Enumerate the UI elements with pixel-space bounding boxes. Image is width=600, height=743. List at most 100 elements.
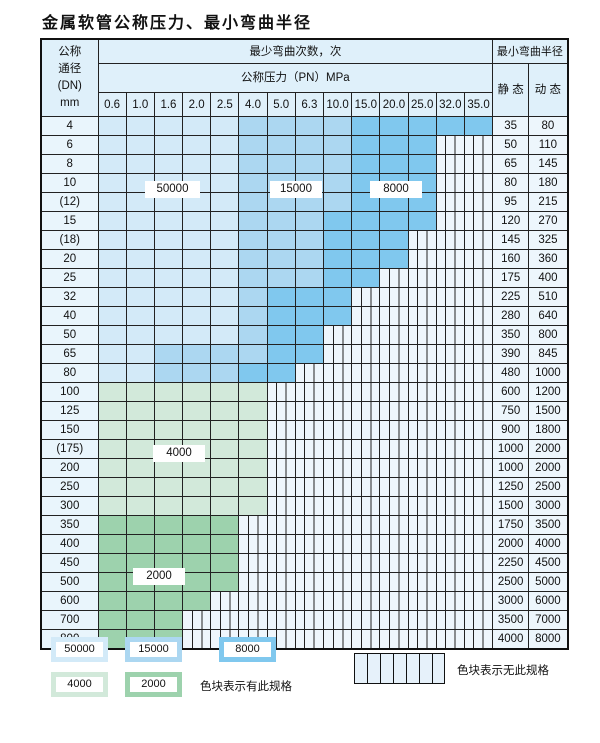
table-row: 400 2000 4000: [40, 534, 569, 554]
static-radius-cell: 750: [492, 401, 530, 421]
spec-cell-g1: [238, 382, 268, 402]
static-radius-cell: 65: [492, 154, 530, 174]
legend-swatch-15000: 15000: [125, 637, 182, 662]
spec-cell-t1: [97, 154, 127, 174]
dynamic-radius-cell: 1800: [528, 420, 569, 440]
no-spec-cell: [379, 477, 409, 497]
no-spec-cell: [379, 306, 409, 326]
table-row: 150 900 1800: [40, 420, 569, 440]
spec-cell-g1: [210, 496, 240, 516]
no-spec-cell: [294, 382, 325, 402]
spec-cell-t2: [153, 363, 184, 383]
pressure-column-header: 4.0: [238, 92, 268, 117]
no-spec-cell: [435, 268, 465, 288]
table-row: (12) 95 215: [40, 192, 569, 212]
pressure-column-header: 35.0: [463, 92, 494, 117]
spec-cell-t3: [379, 211, 409, 231]
spec-cell-t1: [97, 173, 127, 193]
no-spec-cell: [407, 496, 437, 516]
dynamic-radius-cell: 2500: [528, 477, 569, 497]
no-spec-cell: [351, 344, 381, 364]
static-radius-cell: 2500: [492, 572, 530, 592]
no-spec-cell: [266, 401, 296, 421]
dynamic-radius-cell: 8000: [528, 629, 569, 650]
spec-cell-t1: [210, 211, 240, 231]
spec-cell-g1: [210, 420, 240, 440]
no-spec-cell: [351, 553, 381, 573]
no-spec-cell: [463, 420, 494, 440]
spec-cell-g2: [125, 515, 155, 535]
no-spec-cell: [182, 610, 212, 630]
dynamic-radius-cell: 4500: [528, 553, 569, 573]
dn-cell: 8: [40, 154, 99, 174]
no-spec-cell: [463, 572, 494, 592]
legend-swatch-8000: 8000: [219, 637, 276, 662]
no-spec-cell: [463, 591, 494, 611]
no-spec-cell: [322, 610, 353, 630]
spec-cell-t2: [322, 173, 353, 193]
no-spec-cell: [463, 610, 494, 630]
spec-cell-t1: [97, 363, 127, 383]
spec-cell-t3: [379, 116, 409, 136]
spec-cell-g1: [182, 401, 212, 421]
spec-cell-t1: [210, 173, 240, 193]
spec-cell-t1: [210, 306, 240, 326]
spec-cell-t2: [238, 192, 268, 212]
spec-cell-t2: [153, 344, 184, 364]
no-spec-cell: [238, 591, 268, 611]
tier-label-8000: 8000: [370, 181, 422, 198]
no-spec-cell: [435, 401, 465, 421]
no-spec-cell: [379, 610, 409, 630]
no-spec-cell: [379, 382, 409, 402]
no-spec-cell: [435, 173, 465, 193]
table-row: 80 480 1000: [40, 363, 569, 383]
static-radius-cell: 1000: [492, 439, 530, 459]
no-spec-cell: [351, 420, 381, 440]
dn-cell: 450: [40, 553, 99, 573]
spec-cell-g2: [97, 515, 127, 535]
dn-header-line: (DN): [57, 80, 82, 92]
spec-cell-t1: [182, 135, 212, 155]
no-spec-cell: [351, 496, 381, 516]
no-spec-cell: [294, 591, 325, 611]
no-spec-cell: [294, 458, 325, 478]
legend-label: 50000: [56, 642, 103, 657]
spec-cell-t3: [322, 230, 353, 250]
dynamic-radius-cell: 510: [528, 287, 569, 307]
static-header: 静 态: [492, 63, 530, 117]
no-spec-cell: [379, 496, 409, 516]
no-spec-cell: [435, 192, 465, 212]
legend-label: 4000: [56, 677, 103, 692]
no-spec-cell: [294, 629, 325, 650]
no-spec-cell: [435, 363, 465, 383]
no-spec-cell: [463, 458, 494, 478]
spec-cell-t1: [97, 249, 127, 269]
spec-cell-t1: [182, 287, 212, 307]
no-spec-cell: [294, 477, 325, 497]
dn-cell: 150: [40, 420, 99, 440]
dn-cell: (12): [40, 192, 99, 212]
spec-cell-t2: [322, 192, 353, 212]
spec-cell-t3: [266, 363, 296, 383]
spec-cell-g1: [238, 439, 268, 459]
static-radius-cell: 390: [492, 344, 530, 364]
spec-cell-t1: [153, 230, 184, 250]
pressure-column-header: 1.6: [153, 92, 184, 117]
spec-cell-t3: [351, 135, 381, 155]
spec-cell-t3: [266, 344, 296, 364]
spec-cell-g1: [125, 420, 155, 440]
table-row: 65 390 845: [40, 344, 569, 364]
spec-cell-t2: [238, 268, 268, 288]
spec-cell-t2: [210, 344, 240, 364]
no-spec-cell: [407, 306, 437, 326]
dynamic-radius-cell: 110: [528, 135, 569, 155]
no-spec-cell: [435, 154, 465, 174]
spec-cell-t1: [97, 287, 127, 307]
spec-cell-t2: [238, 287, 268, 307]
table-row: 6 50 110: [40, 135, 569, 155]
no-spec-cell: [238, 553, 268, 573]
no-spec-cell: [379, 439, 409, 459]
no-spec-cell: [435, 458, 465, 478]
spec-cell-t1: [210, 249, 240, 269]
static-radius-cell: 600: [492, 382, 530, 402]
